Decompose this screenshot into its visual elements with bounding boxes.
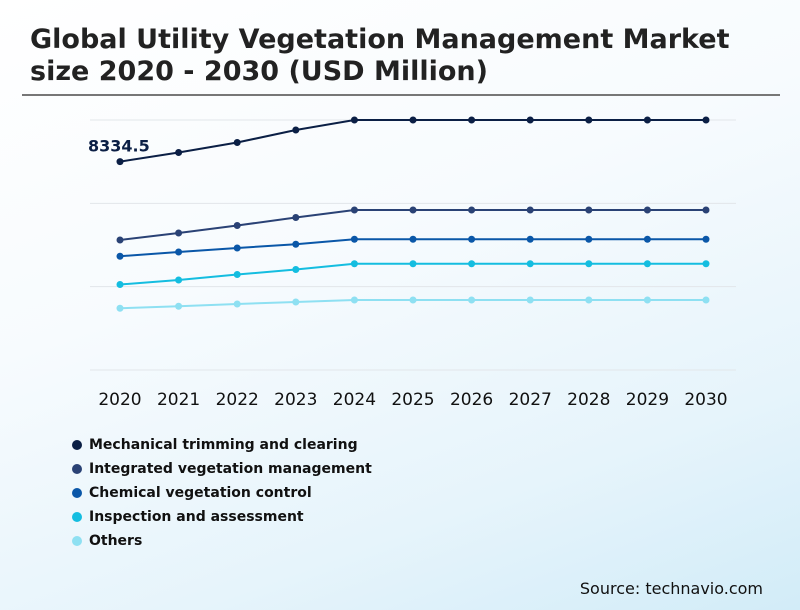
data-point [526,116,534,124]
data-point [116,252,124,260]
data-point [292,266,300,273]
x-tick-label: 2023 [274,390,317,410]
legend-label: Mechanical trimming and clearing [89,437,358,453]
data-point [702,260,710,268]
data-label: 8334.5 [88,137,150,156]
data-point [643,235,651,243]
x-tick-label: 2025 [391,390,434,410]
series-line [119,119,706,163]
data-point [585,296,593,304]
data-point [233,139,241,146]
data-point [643,206,651,214]
chart-title: Global Utility Vegetation Management Mar… [30,24,730,87]
legend-label: Chemical vegetation control [89,485,312,501]
data-point [643,260,651,268]
data-point [643,116,651,124]
x-tick-label: 2027 [509,390,552,410]
x-tick-label: 2029 [626,390,669,410]
legend-item: Others [72,529,372,553]
data-point [175,229,183,237]
x-tick-label: 2028 [567,390,610,410]
data-point [468,235,476,243]
data-point [409,235,417,243]
data-point [233,244,241,252]
legend-item: Integrated vegetation management [72,457,372,481]
source-credit: Source: technavio.com [579,579,763,598]
x-tick-label: 2021 [157,390,200,410]
data-point [292,214,300,221]
chart-legend: Mechanical trimming and clearing Integrat… [72,433,372,553]
data-point [175,302,183,310]
data-point [468,116,476,124]
data-point [702,206,710,214]
data-point [643,296,651,304]
data-point [526,206,534,214]
legend-item: Mechanical trimming and clearing [72,433,372,457]
series-line [119,209,706,241]
line-chart: 2020 2021 2022 2023 2024 2025 2026 2027 2028 2029… [88,116,736,410]
x-tick-label: 2020 [98,390,141,410]
data-point [292,126,300,134]
data-point [409,206,417,214]
data-point [409,296,417,304]
legend-dot-icon [72,440,82,450]
data-point [468,296,476,304]
data-point [116,158,124,166]
legend-dot-icon [72,512,82,522]
data-point [350,260,358,268]
data-point [468,260,476,268]
data-point [350,206,358,214]
data-point [350,235,358,243]
x-tick-label: 2026 [450,390,493,410]
data-point [350,116,358,124]
data-point [292,298,300,306]
data-point [292,240,300,248]
legend-dot-icon [72,536,82,546]
data-point [350,296,358,304]
x-tick-label: 2022 [216,390,259,410]
data-point [233,300,241,308]
data-point [409,260,417,268]
data-point [585,235,593,243]
data-point [526,235,534,243]
data-point [175,149,183,156]
legend-item: Inspection and assessment [72,505,372,529]
data-point [585,260,593,268]
data-point [116,304,124,312]
data-point [175,276,183,284]
data-point [526,260,534,268]
title-divider [22,94,780,96]
legend-item: Chemical vegetation control [72,481,372,505]
data-point [233,271,241,278]
x-tick-label: 2030 [684,390,727,410]
legend-dot-icon [72,488,82,498]
data-point [702,116,710,124]
x-tick-label: 2024 [333,390,376,410]
data-point [175,248,183,256]
legend-label: Inspection and assessment [89,509,304,525]
data-point [116,236,124,244]
data-point [468,206,476,214]
data-point [585,206,593,214]
data-point [702,296,710,304]
legend-label: Others [89,533,143,549]
data-point [702,235,710,243]
data-point [526,296,534,304]
data-point [409,116,417,124]
legend-dot-icon [72,464,82,474]
data-point [585,116,593,124]
data-point [116,281,124,288]
data-point [233,222,241,229]
legend-label: Integrated vegetation management [89,461,372,477]
